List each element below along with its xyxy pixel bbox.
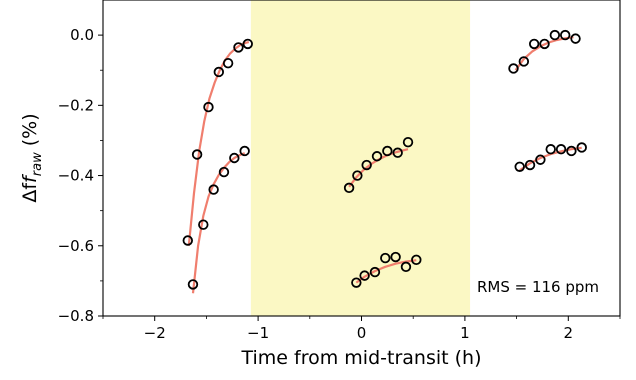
fit-curve-4 — [355, 259, 417, 284]
data-point — [549, 29, 561, 41]
data-point — [359, 270, 370, 281]
y-tick-label: −0.8 — [58, 307, 94, 325]
rms-annotation: RMS = 116 ppm — [477, 278, 599, 296]
transit-window-span — [250, 0, 471, 316]
fit-curve-1 — [191, 152, 246, 294]
y-tick-label: −0.6 — [58, 237, 94, 255]
x-tick-label: 0 — [357, 324, 367, 342]
data-point — [198, 219, 209, 230]
y-tick-label: −0.2 — [58, 96, 94, 114]
data-point — [213, 66, 225, 78]
data-point — [187, 279, 199, 290]
data-point — [361, 159, 372, 171]
data-point — [351, 277, 362, 288]
data-point — [528, 38, 540, 50]
x-tick-label: 2 — [564, 324, 574, 342]
data-point — [535, 154, 546, 165]
y-axis-label-f: f — [19, 173, 41, 183]
data-point — [382, 145, 393, 157]
ticks-layer: −2 −1 0 1 2 0.0 −0.2 −0.4 −0.6 −0.8 — [58, 26, 621, 342]
x-tick-label: −2 — [144, 324, 166, 342]
data-point — [390, 251, 401, 263]
y-tick-label: 0.0 — [70, 26, 94, 44]
data-point — [203, 101, 214, 113]
data-point — [233, 42, 244, 53]
data-point — [539, 38, 550, 50]
data-point — [576, 142, 587, 153]
data-point — [400, 261, 412, 273]
fit-curve-6 — [519, 146, 582, 172]
data-point — [570, 33, 581, 44]
data-point — [508, 63, 519, 74]
y-tick-label: −0.4 — [58, 167, 94, 185]
fit-curve-2 — [187, 41, 250, 246]
x-tick-label: −1 — [247, 324, 269, 342]
data-point — [239, 145, 250, 157]
data-point — [242, 38, 253, 50]
data-point — [371, 151, 383, 162]
y-axis-label: Δffraw (%) — [19, 113, 45, 202]
x-axis-label: Time from mid-transit (h) — [241, 347, 482, 369]
data-point — [218, 166, 230, 178]
data-point — [402, 136, 414, 148]
x-tick-label: 1 — [460, 324, 470, 342]
data-point — [392, 147, 403, 158]
data-point — [514, 161, 525, 172]
data-point — [182, 235, 193, 246]
data-point — [222, 58, 234, 69]
data-point — [380, 252, 391, 264]
data-point — [518, 56, 530, 67]
data-point — [566, 145, 577, 157]
data-point — [191, 149, 203, 160]
y-axis-label-delta: Δf — [19, 182, 41, 203]
data-points-layer — [182, 29, 587, 290]
data-point — [352, 170, 363, 181]
transit-span-layer — [250, 0, 471, 316]
y-axis-label-sub: raw — [30, 152, 45, 176]
y-axis-label-unit: (%) — [19, 113, 41, 152]
data-point — [545, 144, 556, 155]
data-point — [555, 144, 567, 155]
data-point — [208, 184, 219, 195]
data-point — [229, 152, 240, 164]
data-point — [559, 29, 571, 41]
data-point — [524, 159, 536, 171]
data-point — [411, 254, 422, 266]
data-point — [369, 266, 381, 278]
data-point — [343, 182, 355, 194]
